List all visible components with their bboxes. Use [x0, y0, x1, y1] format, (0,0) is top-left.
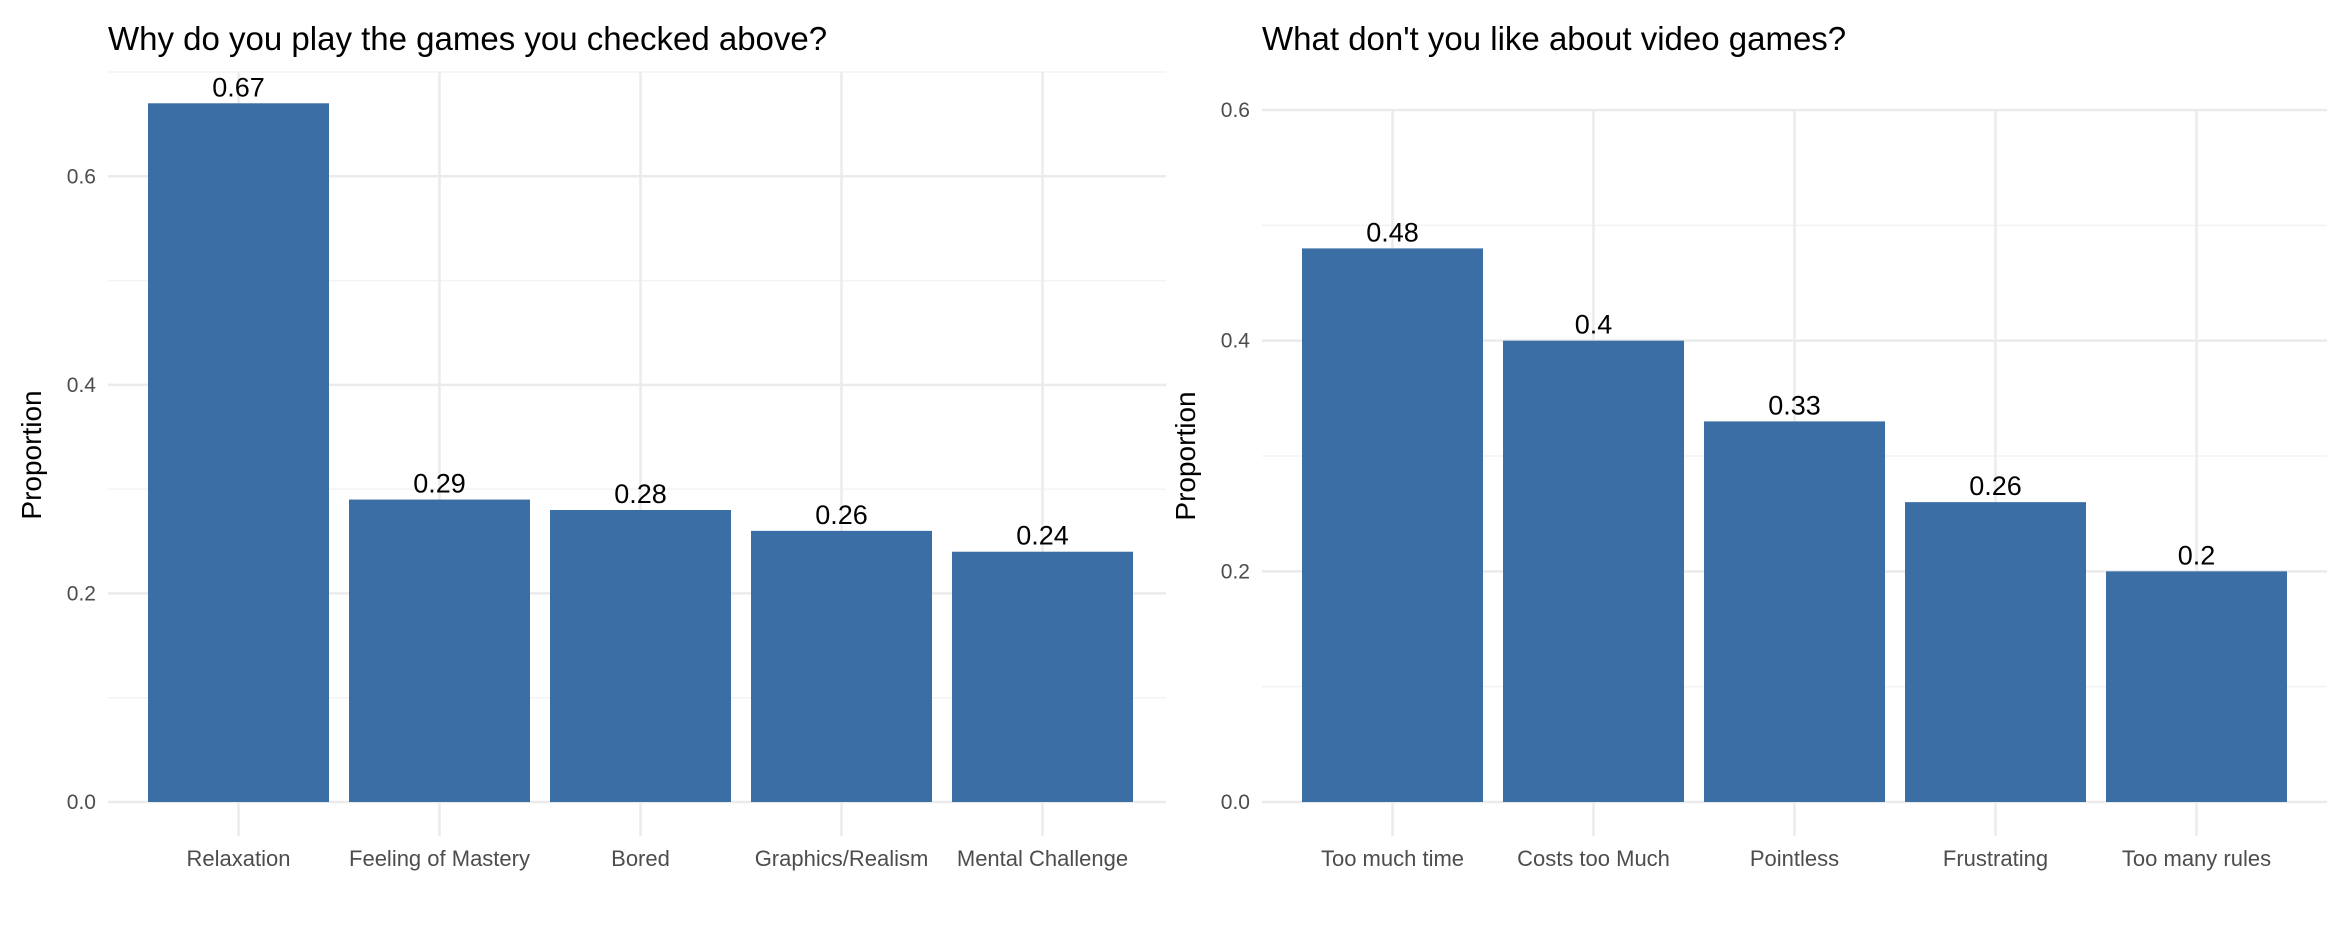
x-tick-label: Bored — [611, 846, 670, 871]
y-tick-label: 0.4 — [67, 374, 97, 397]
data-label: 0.29 — [413, 469, 466, 499]
x-tick-label: Feeling of Mastery — [349, 846, 530, 871]
x-tick-label: Frustrating — [1943, 846, 2048, 871]
bar — [1302, 248, 1483, 802]
data-label: 0.26 — [1969, 471, 2022, 501]
y-tick-label: 0.2 — [67, 582, 96, 605]
y-tick-label: 0.0 — [1221, 791, 1250, 814]
y-tick-label: 0.4 — [1221, 330, 1251, 353]
y-tick-label: 0.2 — [1221, 560, 1250, 583]
x-tick-label: Mental Challenge — [957, 846, 1128, 871]
data-label: 0.2 — [2178, 540, 2216, 570]
data-label: 0.24 — [1016, 521, 1069, 551]
bar — [148, 103, 329, 803]
y-axis-label: Proportion — [16, 390, 47, 519]
bar — [952, 551, 1133, 802]
data-label: 0.33 — [1768, 390, 1821, 420]
bar-chart-dislikes: 0.0 0.2 0.4 0.6 0.48 0.4 0.33 0.26 0.2 Too much t… — [1170, 99, 2327, 871]
chart-panel-left: 0.0 0.2 0.4 0.6 0.67 0.29 0.28 0.26 0.24 Relaxati… — [16, 20, 1166, 871]
bar — [2106, 571, 2287, 802]
bar — [1704, 421, 1885, 802]
bar — [550, 510, 731, 802]
bar — [1905, 502, 2086, 802]
x-tick-label: Too much time — [1321, 846, 1464, 871]
y-tick-label: 0.6 — [67, 165, 96, 188]
data-label: 0.48 — [1366, 217, 1419, 247]
chart-title: What don't you like about video games? — [1262, 20, 1847, 57]
y-axis-label: Proportion — [1170, 391, 1201, 520]
data-label: 0.28 — [614, 479, 667, 509]
x-tick-label: Pointless — [1750, 846, 1839, 871]
chart-title: Why do you play the games you checked ab… — [108, 20, 828, 57]
bar-chart-why-play: 0.0 0.2 0.4 0.6 0.67 0.29 0.28 0.26 0.24 Relaxati… — [16, 71, 1166, 871]
y-tick-label: 0.6 — [1221, 99, 1250, 122]
chart-panel-right: 0.0 0.2 0.4 0.6 0.48 0.4 0.33 0.26 0.2 Too much t… — [1166, 0, 2332, 932]
x-tick-label: Costs too Much — [1517, 846, 1670, 871]
data-label: 0.4 — [1575, 310, 1613, 340]
data-label: 0.67 — [212, 72, 265, 102]
x-tick-label: Too many rules — [2122, 846, 2271, 871]
x-tick-label: Relaxation — [187, 846, 291, 871]
bar — [751, 530, 932, 802]
x-tick-label: Graphics/Realism — [755, 846, 929, 871]
bar — [1503, 340, 1684, 802]
bar — [349, 499, 530, 802]
data-label: 0.26 — [815, 500, 868, 530]
y-tick-label: 0.0 — [67, 791, 96, 814]
